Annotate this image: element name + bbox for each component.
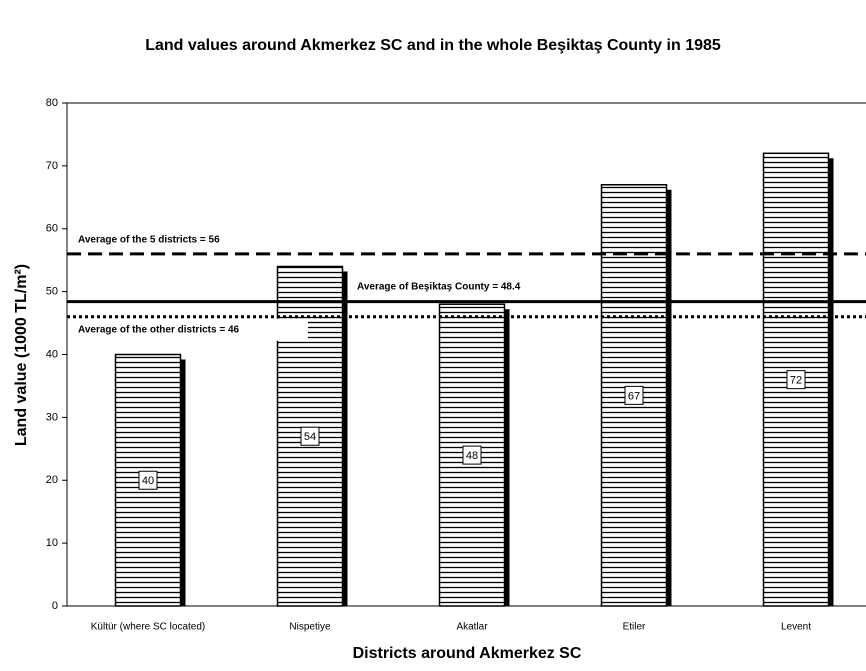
data-label-box (300, 426, 320, 446)
y-axis-title: Land value (1000 TL/m²) (13, 264, 30, 446)
x-tick-label: Akatlar (456, 622, 488, 633)
annotation: Average of the other districts = 46 (78, 324, 240, 335)
chart-title: Land values around Akmerkez SC and in th… (145, 37, 721, 54)
x-tick-label: Levent (781, 622, 811, 633)
y-tick-label: 40 (46, 348, 58, 360)
data-label-box (786, 370, 806, 390)
y-tick-label: 50 (46, 286, 58, 298)
y-tick-label: 0 (52, 600, 58, 612)
y-tick-label: 10 (46, 537, 58, 549)
y-tick-label: 60 (46, 223, 58, 235)
x-axis-title: Districts around Akmerkez SC (353, 645, 582, 662)
data-label-box (462, 445, 482, 465)
annotation: Average of the 5 districts = 56 (78, 235, 220, 246)
data-label-box (624, 385, 644, 405)
data-label: 67 (628, 390, 640, 402)
annotation-bg (351, 275, 587, 298)
y-tick-label: 70 (46, 160, 58, 172)
x-tick-label: Nispetiye (289, 622, 331, 633)
y-tick-label: 80 (46, 97, 58, 109)
y-tick-label: 20 (46, 474, 58, 486)
x-tick-label: Etiler (623, 622, 646, 633)
y-tick-label: 30 (46, 411, 58, 423)
data-label: 40 (142, 475, 154, 487)
data-label: 72 (790, 375, 802, 387)
data-label: 48 (466, 450, 478, 462)
x-tick-label: Kültür (where SC located) (91, 622, 206, 633)
annotation-bg (72, 318, 308, 341)
data-label: 54 (304, 431, 316, 443)
annotation: Average of Beşiktaş County = 48.4 (357, 281, 521, 292)
data-label-box (138, 470, 158, 490)
